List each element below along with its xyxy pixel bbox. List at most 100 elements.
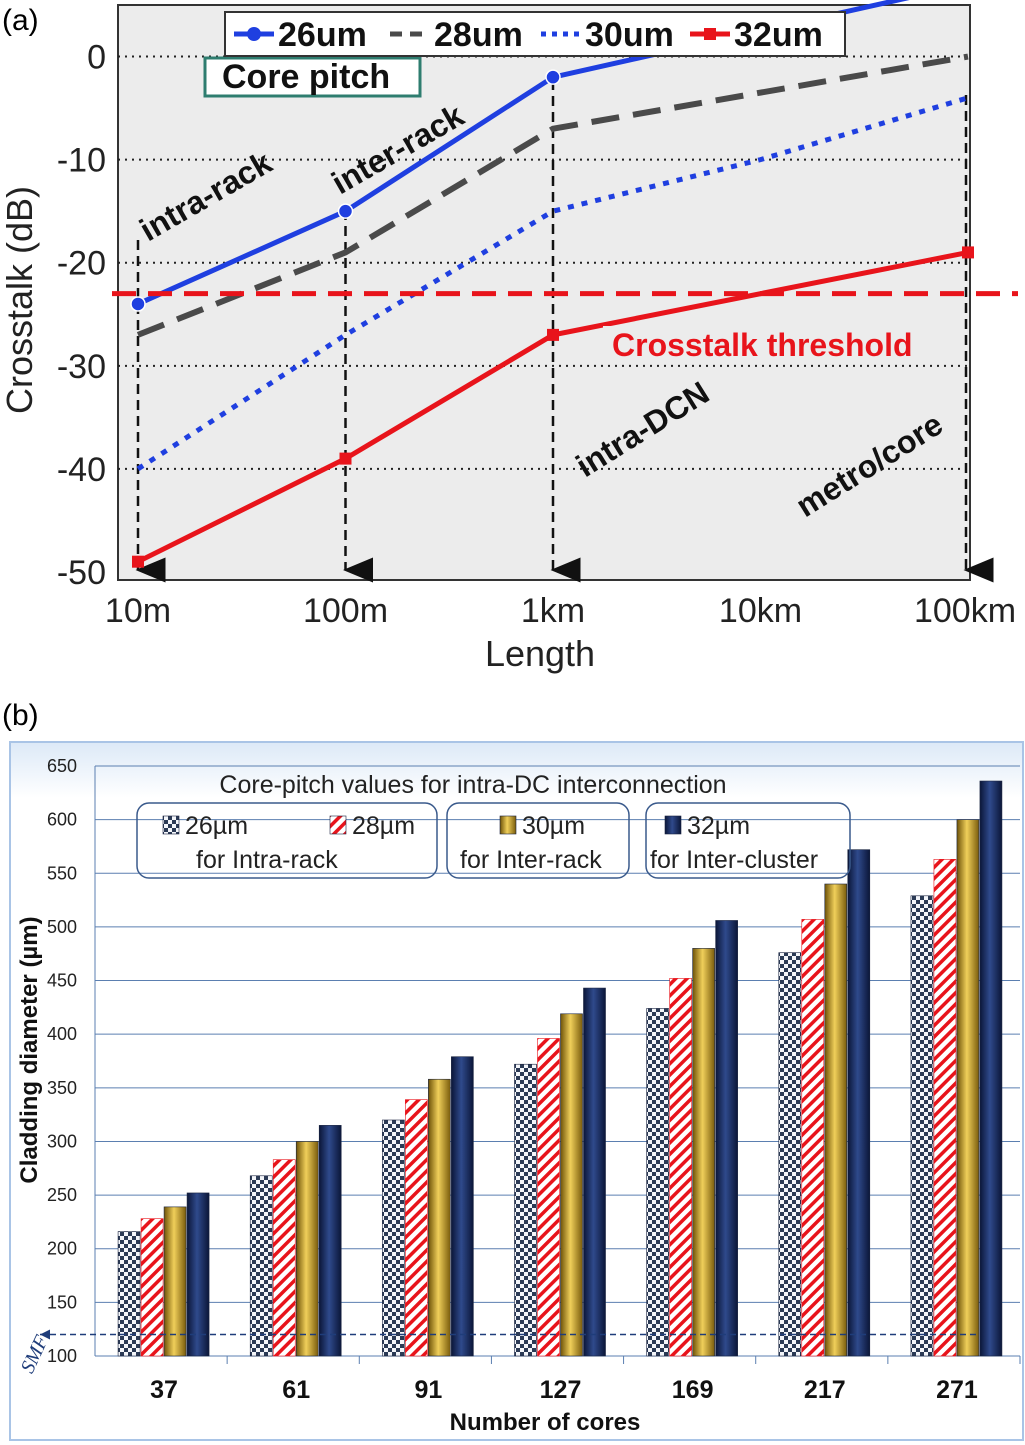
y-tick-label-a: -10 [57,142,106,180]
y-tick-label-b: 550 [47,863,77,883]
bar-30µm-61 [295,1141,319,1357]
x-tick-label-a: 1km [521,592,585,630]
y-tick-label-a: -40 [57,451,106,489]
legend-b-swatch-30µm [499,815,517,835]
x-tick-label-a: 100km [914,592,1016,630]
legend-b-label: 32µm [687,812,750,840]
y-tick-label-b: 100 [47,1346,77,1366]
bar-28µm-37 [140,1218,164,1357]
core-pitch-label: Core pitch [222,58,390,96]
y-tick-label-a: -20 [57,245,106,283]
legend-b-swatch-26µm [162,815,180,835]
legend-a-label: 28um [434,16,523,54]
bar-26µm-127 [514,1063,537,1357]
y-tick-label-b: 400 [47,1024,77,1044]
data-point-32um [547,328,559,341]
crosstalk-threshold: Crosstalk threshold [112,291,1018,364]
plot-b-legend: 26µm 28µm for Intra-rack 30µm for Inter-rack… [136,802,851,879]
y-tick-label-b: 200 [47,1239,77,1259]
y-tick-label-b: 500 [47,917,77,937]
series-line-30um [136,95,969,472]
bar-32µm-217 [847,849,871,1357]
plot-b-title: Core-pitch values for intra-DC interconn… [219,771,726,799]
legend-a-label: 26um [278,16,367,54]
bar-30µm-91 [428,1078,451,1357]
bar-30µm-271 [956,819,980,1357]
category-label-b: 61 [282,1376,310,1404]
legend-a-box [224,11,846,57]
legend-b-swatch-32µm [664,815,682,835]
y-tick-label-a: -50 [57,554,106,592]
y-tick-label-a: 0 [87,39,106,77]
data-point-26um [130,296,146,312]
y-tick-label-b: 300 [47,1131,77,1151]
category-label-b: 271 [936,1376,978,1404]
plot-b-bars [117,780,1003,1357]
bar-32µm-271 [979,780,1003,1357]
data-point-32um [132,555,144,568]
bar-32µm-169 [715,920,738,1357]
bar-28µm-217 [801,919,825,1357]
y-tick-label-a: -30 [57,348,106,386]
data-point-32um [962,246,974,259]
plot-b-y-ticks: 100 150 200 250 300 350 400 450 500 550 600 650 [47,756,77,1366]
legend-b-caption: for Inter-rack [460,846,602,874]
bar-26µm-91 [382,1119,405,1357]
legend-b-label: 28µm [352,812,415,840]
bar-30µm-37 [163,1206,187,1357]
category-label-b: 217 [804,1376,846,1404]
bar-30µm-169 [692,948,715,1357]
threshold-label: Crosstalk threshold [612,327,913,363]
bar-28µm-61 [272,1159,296,1357]
legend-b-caption: for Inter-cluster [650,846,818,874]
bar-30µm-217 [824,883,848,1357]
bar-26µm-61 [249,1175,273,1357]
smf-arrowhead [40,1329,50,1340]
bar-32µm-127 [583,987,606,1357]
bar-30µm-127 [560,1013,583,1357]
legend-b-box [446,802,630,879]
y-tick-label-b: 250 [47,1185,77,1205]
legend-a-marker [247,27,261,41]
length-markers [135,80,994,583]
panel-b-label: (b) [2,699,39,732]
core-pitch-box: Core pitch [203,56,422,98]
category-label-b: 37 [150,1376,178,1404]
x-axis-label-b: Number of cores [450,1409,641,1436]
legend-b-box [645,802,851,879]
bar-32µm-91 [451,1056,474,1357]
y-tick-label-b: 650 [47,756,77,776]
panel-a-label: (a) [2,4,39,37]
bar-28µm-127 [537,1038,560,1357]
data-point-26um [545,69,561,85]
legend-b-label: 30µm [522,812,585,840]
legend-b-label: 26µm [185,812,248,840]
y-axis-label-a: Crosstalk (dB) [0,186,40,414]
legend-a-label: 32um [734,16,823,54]
y-tick-label-b: 350 [47,1078,77,1098]
bar-26µm-169 [646,1008,669,1357]
y-axis-label-b: Cladding diameter (µm) [16,916,43,1183]
x-tick-label-a: 100m [303,592,388,630]
y-tick-label-b: 450 [47,971,77,991]
y-tick-label-b: 150 [47,1292,77,1312]
legend-b-caption: for Intra-rack [196,846,338,874]
plot-a-x-ticks: 10m 100m 1km 10km 100km [105,592,1016,630]
bar-28µm-91 [405,1099,428,1357]
legend-b-swatch-28µm [329,815,347,835]
bar-26µm-217 [778,952,802,1357]
bar-28µm-271 [933,859,957,1357]
x-axis-label-a: Length [485,633,595,674]
bar-26µm-37 [117,1231,141,1357]
legend-b-box [136,802,438,879]
x-tick-label-a: 10m [105,592,171,630]
category-label-b: 91 [414,1376,442,1404]
plot-b-categories: 37 61 91 127 169 217 271 [150,1356,1021,1404]
bar-28µm-169 [669,978,692,1357]
bar-26µm-271 [910,895,934,1357]
legend-a-label: 30um [585,16,674,54]
x-tick-label-a: 10km [719,592,802,630]
category-label-b: 127 [540,1376,582,1404]
data-point-26um [337,203,354,219]
